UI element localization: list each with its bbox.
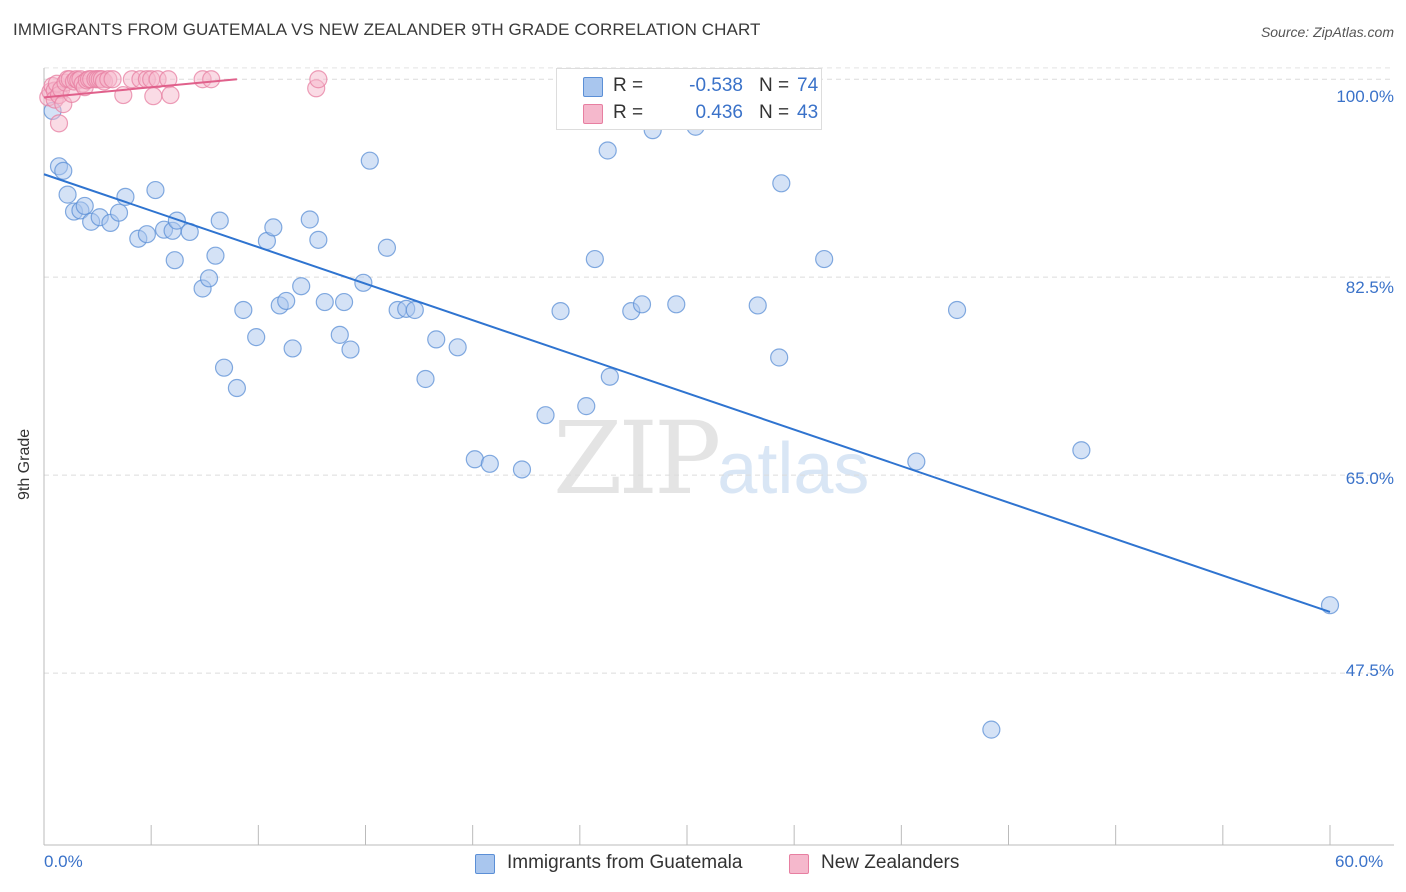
source-credit: Source: ZipAtlas.com [1260, 24, 1394, 40]
data-point-guatemala [512, 460, 532, 479]
data-point-guatemala [54, 161, 73, 180]
data-point-guatemala [330, 325, 349, 344]
data-point-guatemala [206, 246, 225, 265]
legend-swatch-guatemala [583, 77, 603, 97]
y-tick-label: 82.5% [1345, 278, 1394, 297]
data-point-guatemala [772, 174, 791, 193]
legend-r-label: R = [613, 102, 644, 123]
data-point-guatemala [146, 180, 165, 200]
data-point-new-zealander [161, 85, 180, 105]
data-point-guatemala [210, 211, 229, 230]
bottom-legend-swatch-new-zealanders [789, 854, 809, 874]
legend-n-value: 74 [797, 75, 819, 96]
data-point-guatemala [1072, 441, 1091, 460]
data-point-guatemala [199, 269, 219, 288]
bottom-legend-label: New Zealanders [821, 852, 960, 873]
data-point-guatemala [536, 406, 555, 425]
correlation-legend: R = -0.538 N = 74 R = 0.436 N = 43 [556, 68, 822, 130]
data-point-new-zealander [202, 70, 221, 89]
legend-n-label: N = [759, 102, 790, 123]
data-point-guatemala [947, 300, 967, 320]
data-point-guatemala [1320, 596, 1340, 615]
data-point-guatemala [75, 196, 94, 216]
data-point-guatemala [165, 251, 184, 270]
data-point-guatemala [405, 300, 424, 320]
data-point-guatemala [360, 151, 379, 170]
trend-line-guatemala [43, 173, 1331, 613]
data-point-guatemala [480, 454, 499, 473]
data-point-guatemala [277, 291, 296, 311]
chart-title: IMMIGRANTS FROM GUATEMALA VS NEW ZEALAND… [13, 20, 761, 39]
data-point-guatemala [907, 452, 926, 471]
watermark-zip: ZIP [553, 400, 721, 517]
legend-r-label: R = [613, 75, 644, 96]
data-point-guatemala [416, 369, 435, 389]
data-point-guatemala [748, 296, 767, 315]
data-point-guatemala [234, 300, 253, 320]
y-tick-label: 47.5% [1345, 661, 1394, 680]
trend-line-new-zealander [43, 78, 237, 99]
data-point-guatemala [815, 249, 834, 269]
data-point-guatemala [585, 249, 604, 269]
data-point-guatemala [58, 185, 77, 204]
y-tick-label: 100.0% [1336, 87, 1394, 106]
data-point-new-zealander [49, 114, 69, 133]
y-tick-label: 65.0% [1345, 469, 1394, 488]
data-point-guatemala [309, 230, 328, 249]
legend-n-value: 43 [797, 102, 819, 123]
data-point-new-zealander [103, 70, 122, 89]
data-point-guatemala [598, 141, 617, 160]
legend-r-value: 0.436 [695, 102, 743, 123]
data-point-guatemala [137, 225, 156, 244]
data-point-guatemala [982, 720, 1001, 739]
data-point-guatemala [334, 292, 354, 312]
data-point-guatemala [227, 378, 246, 398]
bottom-legend-label: Immigrants from Guatemala [507, 852, 743, 873]
data-point-guatemala [465, 450, 484, 469]
x-tick-label: 60.0% [1335, 852, 1384, 871]
x-tick-label: 0.0% [44, 852, 83, 871]
data-point-guatemala [577, 397, 596, 416]
data-point-guatemala [292, 277, 311, 296]
data-point-guatemala [247, 328, 266, 347]
data-point-guatemala [667, 295, 686, 314]
data-point-guatemala [427, 330, 446, 349]
data-point-guatemala [167, 211, 186, 230]
data-point-guatemala [109, 203, 129, 222]
watermark: ZIPatlas [553, 400, 869, 517]
data-point-guatemala [214, 358, 234, 377]
data-point-guatemala [551, 302, 570, 321]
data-point-guatemala [341, 340, 360, 359]
data-point-guatemala [377, 238, 397, 257]
legend-n-label: N = [759, 75, 790, 96]
data-point-new-zealander [144, 87, 163, 106]
data-point-guatemala [264, 218, 283, 237]
data-point-guatemala [448, 338, 467, 357]
legend-r-value: -0.538 [689, 75, 743, 96]
data-point-guatemala [600, 367, 619, 386]
data-point-guatemala [283, 339, 302, 358]
data-point-guatemala [315, 292, 334, 312]
legend-swatch-new-zealanders [583, 104, 603, 124]
data-point-guatemala [300, 210, 319, 229]
bottom-legend-swatch-guatemala [475, 854, 495, 874]
data-point-guatemala [632, 295, 652, 314]
data-point-guatemala [770, 348, 789, 367]
data-point-new-zealander [309, 70, 328, 89]
watermark-atlas: atlas [717, 429, 870, 509]
